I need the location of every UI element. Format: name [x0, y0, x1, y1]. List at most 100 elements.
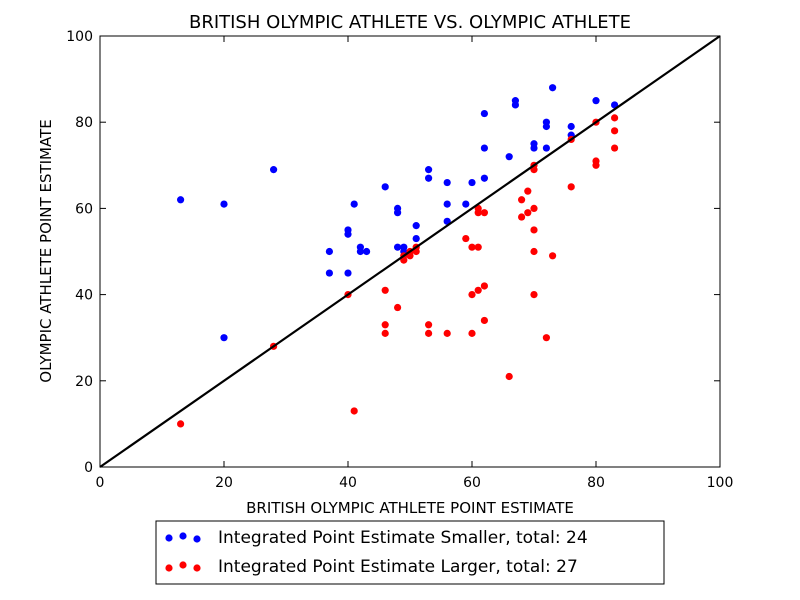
x-tick-label: 40: [339, 475, 357, 491]
y-tick-label: 80: [75, 115, 93, 131]
legend-box: [155, 520, 665, 585]
legend-dot: [193, 564, 201, 572]
point-larger: [524, 209, 532, 217]
legend-label-larger: Integrated Point Estimate Larger, total:…: [218, 557, 578, 577]
point-smaller: [220, 200, 228, 208]
point-larger: [518, 196, 526, 204]
point-larger: [480, 282, 488, 290]
point-smaller: [511, 101, 519, 109]
point-larger: [524, 187, 532, 195]
legend-label-smaller: Integrated Point Estimate Smaller, total…: [218, 528, 588, 548]
point-larger: [611, 144, 619, 152]
point-smaller: [480, 109, 488, 118]
x-tick-label: 20: [215, 475, 233, 491]
point-larger: [530, 204, 538, 212]
chart-title: BRITISH OLYMPIC ATHLETE VS. OLYMPIC ATHL…: [189, 12, 631, 33]
y-axis-ticks: 0 20 40 60 80 100: [66, 29, 720, 476]
point-larger: [381, 321, 389, 329]
point-smaller: [394, 209, 402, 217]
point-smaller: [480, 174, 488, 182]
legend-dot: [193, 535, 201, 543]
plot-points: [177, 84, 619, 428]
point-larger: [468, 291, 476, 299]
point-smaller: [480, 144, 488, 152]
point-larger: [394, 303, 402, 312]
point-larger: [567, 183, 575, 191]
x-axis-label: BRITISH OLYMPIC ATHLETE POINT ESTIMATE: [246, 499, 574, 517]
point-smaller: [462, 200, 470, 208]
y-axis-label: OLYMPIC ATHLETE POINT ESTIMATE: [37, 119, 55, 382]
point-smaller: [412, 234, 420, 243]
point-smaller: [505, 153, 513, 161]
point-smaller: [542, 144, 551, 152]
point-smaller: [443, 200, 451, 208]
point-larger: [549, 252, 557, 260]
point-smaller: [412, 222, 420, 230]
point-smaller: [443, 178, 451, 187]
point-larger: [530, 247, 538, 256]
point-larger: [350, 407, 358, 415]
point-smaller: [394, 243, 402, 251]
legend-dot: [179, 561, 187, 569]
point-larger: [480, 209, 488, 217]
point-smaller: [567, 122, 575, 131]
x-tick-label: 0: [96, 475, 105, 491]
point-smaller: [270, 166, 278, 174]
point-larger: [611, 114, 619, 122]
legend-dot: [179, 532, 187, 540]
point-larger: [468, 243, 476, 251]
point-larger: [474, 243, 482, 251]
point-larger: [480, 316, 488, 325]
point-smaller: [344, 230, 352, 238]
point-smaller: [356, 247, 364, 256]
point-smaller: [325, 247, 333, 256]
x-axis-ticks: 0 20 40 60 80 100: [96, 36, 734, 491]
point-larger: [381, 286, 389, 294]
point-smaller: [468, 178, 476, 187]
point-smaller: [530, 144, 538, 152]
y-tick-label: 60: [75, 201, 93, 217]
y-tick-label: 20: [75, 374, 93, 390]
point-smaller: [350, 200, 358, 208]
point-larger: [443, 329, 451, 337]
y-tick-label: 0: [84, 460, 93, 476]
point-larger: [474, 286, 482, 294]
point-smaller: [381, 183, 389, 191]
point-smaller: [344, 269, 352, 277]
point-larger: [611, 127, 619, 135]
legend-marker-smaller: [165, 532, 201, 543]
x-tick-label: 60: [463, 475, 481, 491]
point-larger: [425, 321, 433, 329]
legend: Integrated Point Estimate Smaller, total…: [155, 520, 665, 585]
point-larger: [462, 234, 470, 243]
point-larger: [530, 291, 538, 299]
x-tick-label: 80: [587, 475, 605, 491]
plot-frame: [99, 35, 721, 468]
point-smaller: [325, 269, 333, 277]
point-smaller: [425, 174, 433, 182]
point-larger: [505, 372, 513, 381]
point-smaller: [177, 196, 185, 204]
reference-diagonal-line: [99, 35, 721, 468]
point-larger: [542, 334, 551, 342]
point-smaller: [542, 122, 551, 131]
point-larger: [177, 420, 185, 428]
point-larger: [468, 329, 476, 337]
point-smaller: [592, 97, 600, 105]
y-tick-label: 40: [75, 288, 93, 304]
legend-dot: [165, 564, 173, 572]
y-tick-label: 100: [66, 29, 93, 45]
point-smaller: [425, 166, 433, 174]
x-tick-label: 100: [707, 475, 734, 491]
point-smaller: [549, 84, 557, 92]
point-smaller: [363, 247, 371, 256]
legend-marker-larger: [165, 561, 201, 572]
point-larger: [518, 213, 526, 221]
point-larger: [592, 161, 600, 169]
legend-dot: [165, 534, 173, 542]
point-larger: [530, 226, 538, 234]
point-smaller: [220, 334, 228, 342]
point-larger: [425, 329, 433, 337]
point-larger: [381, 329, 389, 337]
